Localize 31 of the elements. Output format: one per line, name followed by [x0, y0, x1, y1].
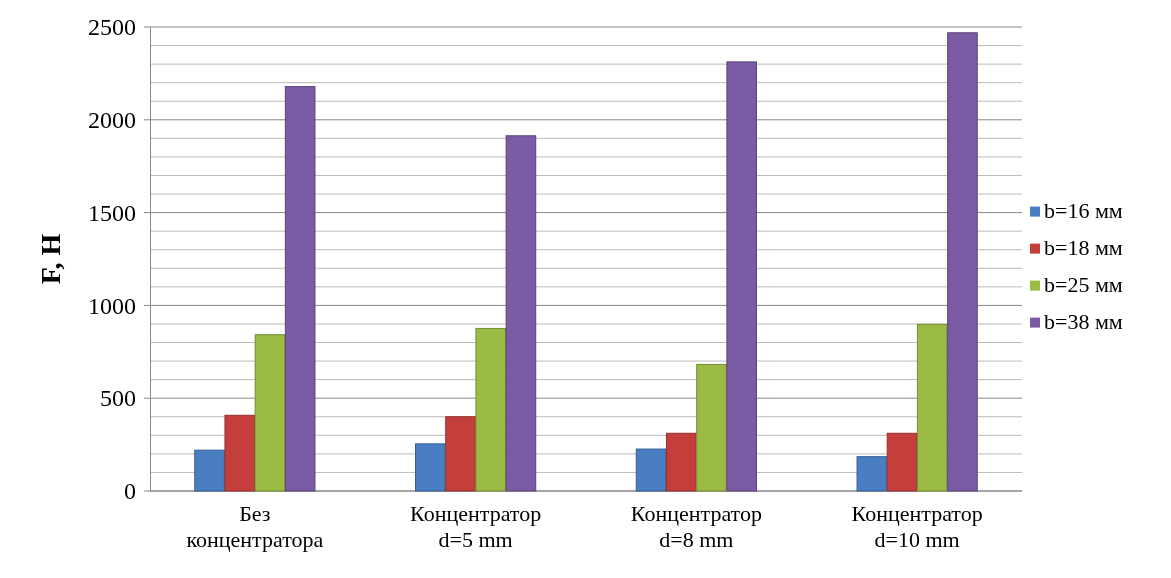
bar	[947, 32, 978, 492]
bar	[194, 449, 225, 492]
bar	[665, 432, 697, 492]
bar	[635, 448, 667, 492]
bar	[415, 443, 446, 492]
bar	[254, 334, 286, 492]
bar	[916, 323, 948, 492]
legend-label: b=38 мм	[1044, 308, 1123, 334]
bar	[224, 414, 256, 492]
x-tick-label: Концентратор d=8 mm	[630, 501, 762, 552]
y-tick-label: 2000	[88, 106, 136, 133]
bar	[696, 363, 727, 492]
bar	[284, 86, 316, 492]
bar	[856, 456, 888, 492]
y-tick-label: 500	[100, 385, 136, 412]
y-tick-label: 1000	[88, 292, 136, 319]
legend-label: b=16 мм	[1044, 197, 1123, 223]
bar	[475, 327, 507, 492]
bar	[886, 432, 918, 492]
y-axis-title: F, Н	[35, 233, 66, 285]
bar	[726, 61, 757, 492]
y-tick-label: 1500	[88, 199, 136, 226]
x-tick-label: Концентратор d=5 mm	[410, 501, 542, 552]
x-tick-label: Без концентратора	[186, 501, 324, 552]
x-tick-label: Концентратор d=10 mm	[851, 501, 983, 552]
legend-label: b=18 мм	[1044, 234, 1123, 260]
bar	[505, 135, 537, 492]
y-tick-label: 0	[124, 478, 136, 505]
y-tick-label: 2500	[88, 14, 136, 41]
bar	[445, 416, 476, 492]
legend-label: b=25 мм	[1044, 271, 1123, 297]
